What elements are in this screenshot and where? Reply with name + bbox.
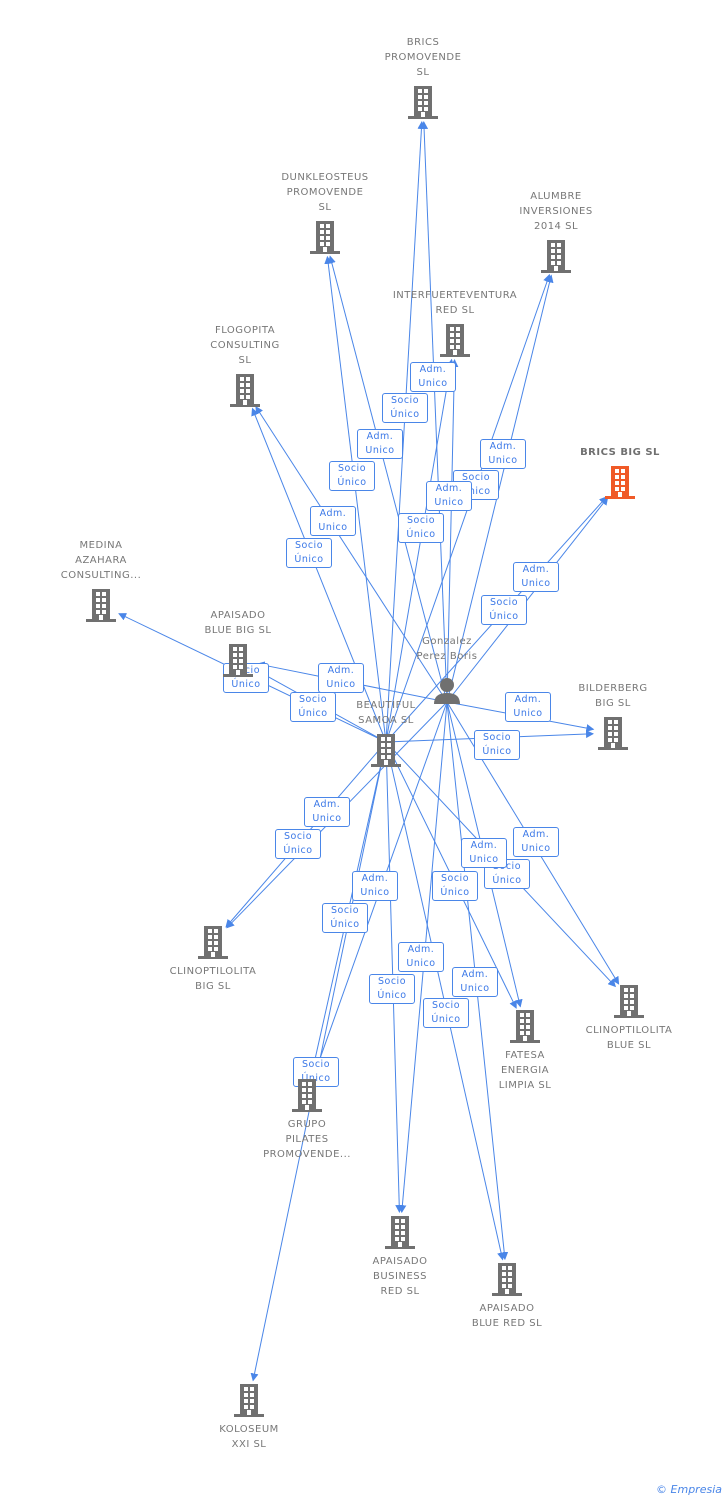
company-label-apaisado_blue_big[interactable]: APAISADO BLUE BIG SL (204, 610, 272, 636)
edge-label-socio[interactable]: Socio Único (275, 829, 321, 859)
edge-label-adm[interactable]: Adm. Unico (310, 506, 356, 536)
edge-label-socio[interactable]: Socio Único (398, 513, 444, 543)
building-icon[interactable] (290, 1077, 324, 1113)
edge-label-adm[interactable]: Adm. Unico (452, 967, 498, 997)
company-label-pilates[interactable]: GRUPO PILATES PROMOVENDE... (263, 1119, 351, 1160)
edge-label-socio[interactable]: Socio Único (474, 730, 520, 760)
edge-label-socio[interactable]: Socio Único (481, 595, 527, 625)
edge-label-adm[interactable]: Adm. Unico (410, 362, 456, 392)
building-icon[interactable] (508, 1008, 542, 1044)
company-label-fatesa[interactable]: FATESA ENERGIA LIMPIA SL (498, 1050, 552, 1091)
company-label-bilderberg[interactable]: BILDERBERG BIG SL (578, 683, 648, 709)
company-label-samoa[interactable]: BEAUTIFUL SAMOA SL (356, 700, 416, 726)
building-icon[interactable] (406, 84, 440, 120)
building-icon[interactable] (612, 983, 646, 1019)
company-label-blue_red[interactable]: APAISADO BLUE RED SL (471, 1303, 543, 1329)
building-icon[interactable] (490, 1261, 524, 1297)
edge-person-brics_big (446, 496, 609, 703)
footer-brand[interactable]: © Empresia (656, 1483, 722, 1496)
edge-label-socio[interactable]: Socio Único (382, 393, 428, 423)
building-icon[interactable] (438, 322, 472, 358)
building-icon[interactable] (228, 372, 262, 408)
edge-label-socio[interactable]: Socio Único (329, 461, 375, 491)
edge-label-adm[interactable]: Adm. Unico (513, 562, 559, 592)
company-label-clino_big[interactable]: CLINOPTILOLITA BIG SL (169, 966, 257, 992)
building-icon[interactable] (196, 924, 230, 960)
edge-label-adm[interactable]: Adm. Unico (352, 871, 398, 901)
building-icon[interactable] (221, 642, 255, 678)
person-icon[interactable] (432, 676, 462, 706)
company-label-clino_blue[interactable]: CLINOPTILOLITA BLUE SL (585, 1025, 673, 1051)
brand-logo: Empresia (670, 1483, 722, 1496)
building-icon[interactable] (603, 464, 637, 500)
building-icon[interactable] (84, 587, 118, 623)
building-icon[interactable] (596, 715, 630, 751)
edge-label-socio[interactable]: Socio Único (322, 903, 368, 933)
company-label-business_red[interactable]: APAISADO BUSINESS RED SL (372, 1256, 428, 1297)
edge-person-brics_promovende (420, 120, 448, 703)
edge-label-adm[interactable]: Adm. Unico (304, 797, 350, 827)
edge-label-adm[interactable]: Adm. Unico (426, 481, 472, 511)
building-icon[interactable] (383, 1214, 417, 1250)
edge-label-adm[interactable]: Adm. Unico (318, 663, 364, 693)
edge-samoa-brics_promovende (385, 120, 426, 743)
edge-label-socio[interactable]: Socio Único (423, 998, 469, 1028)
company-label-koloseum[interactable]: KOLOSEUM XXI SL (219, 1424, 279, 1450)
company-label-dunkleosteus[interactable]: DUNKLEOSTEUS PROMOVENDE SL (281, 172, 369, 213)
edge-person-alumbre (446, 274, 554, 703)
company-label-alumbre[interactable]: ALUMBRE INVERSIONES 2014 SL (519, 191, 593, 232)
edge-person-interfuerteventura (446, 358, 459, 703)
edge-label-socio[interactable]: Socio Único (290, 692, 336, 722)
edge-label-adm[interactable]: Adm. Unico (480, 439, 526, 469)
edge-label-adm[interactable]: Adm. Unico (398, 942, 444, 972)
edge-person-flogopita (255, 405, 448, 703)
edge-label-socio[interactable]: Socio Único (432, 871, 478, 901)
building-icon[interactable] (539, 238, 573, 274)
edge-label-socio[interactable]: Socio Único (286, 538, 332, 568)
edge-label-adm[interactable]: Adm. Unico (513, 827, 559, 857)
edge-samoa-dunkleosteus (324, 255, 387, 743)
building-icon[interactable] (308, 219, 342, 255)
building-icon[interactable] (369, 732, 403, 768)
edge-person-dunkleosteus (327, 255, 448, 703)
building-icon[interactable] (232, 1382, 266, 1418)
edge-label-adm[interactable]: Adm. Unico (505, 692, 551, 722)
company-label-brics_big[interactable]: BRICS BIG SL (580, 447, 660, 458)
person-label[interactable]: Gonzalez Perez Boris (416, 636, 478, 662)
company-label-interfuerteventura[interactable]: INTERFUERTEVENTURA RED SL (392, 290, 518, 316)
company-label-medina[interactable]: MEDINA AZAHARA CONSULTING... (60, 540, 142, 581)
edge-samoa-interfuerteventura (385, 358, 455, 743)
edge-label-adm[interactable]: Adm. Unico (357, 429, 403, 459)
edge-label-adm[interactable]: Adm. Unico (461, 838, 507, 868)
company-label-flogopita[interactable]: FLOGOPITA CONSULTING SL (210, 325, 280, 366)
company-label-brics_promovende[interactable]: BRICS PROMOVENDE SL (384, 37, 462, 78)
edge-label-socio[interactable]: Socio Único (369, 974, 415, 1004)
